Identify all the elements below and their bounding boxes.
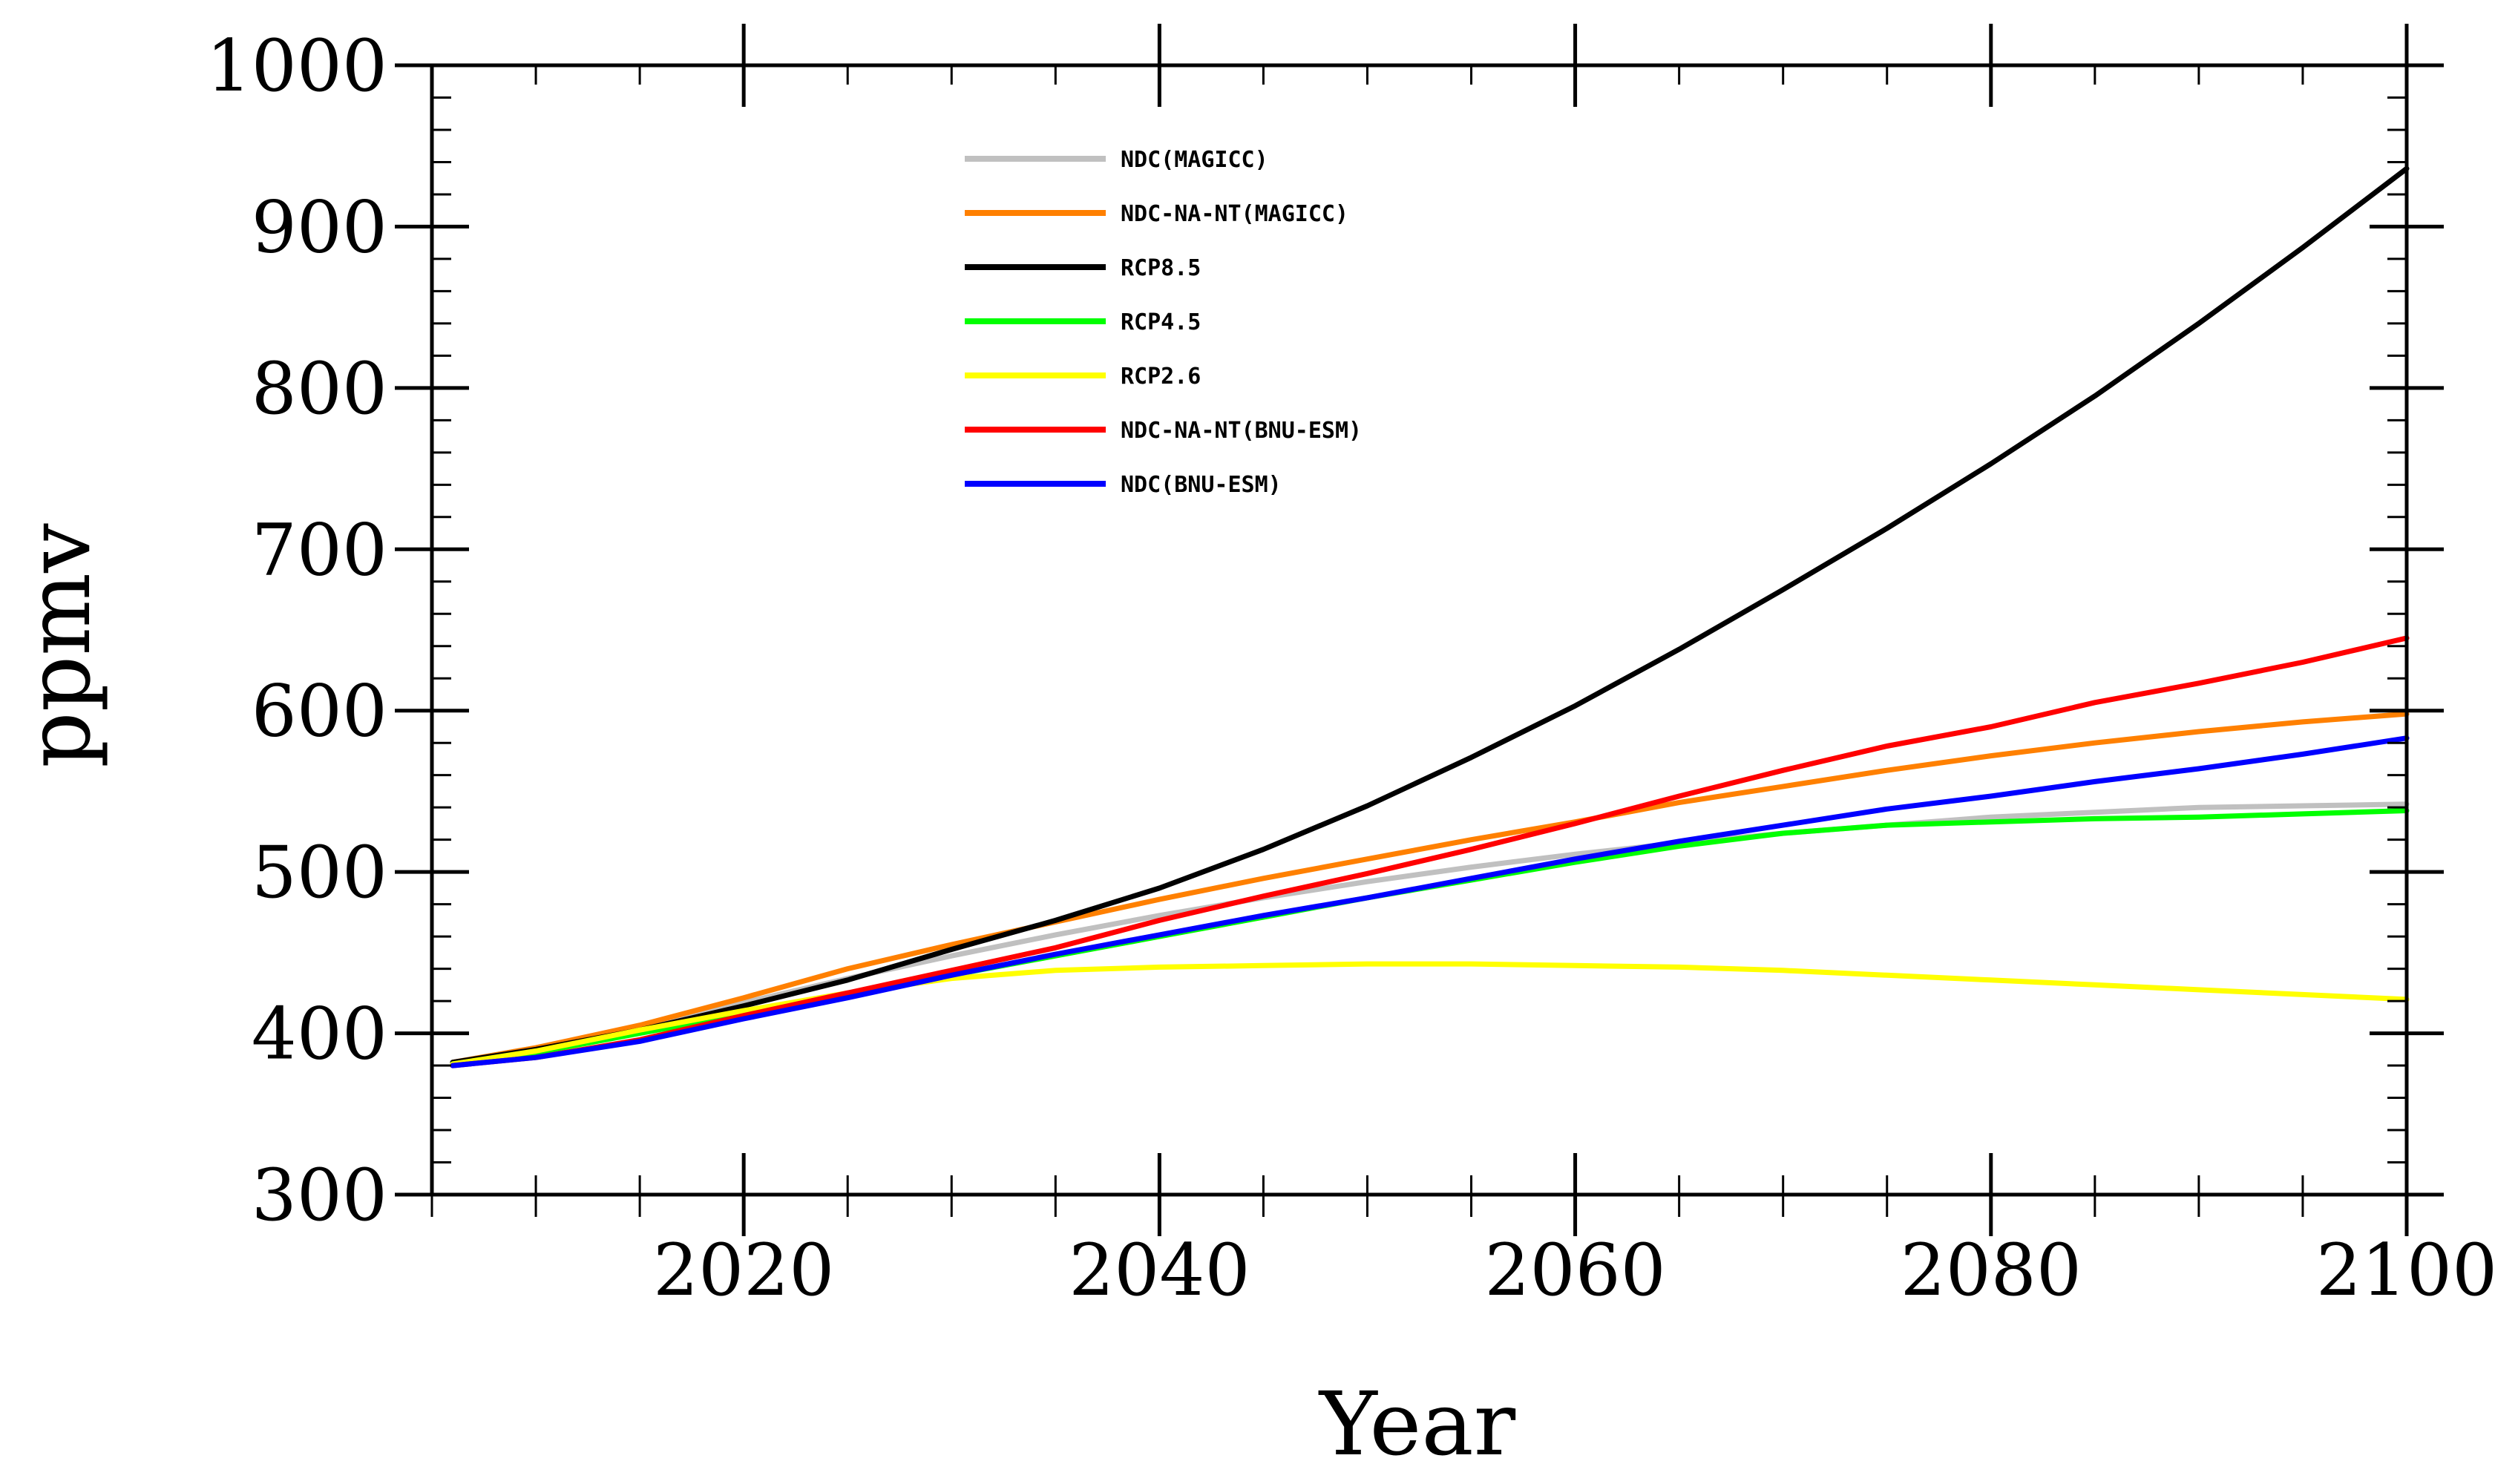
y-tick-label: 600 bbox=[252, 670, 387, 753]
x-tick-label: 2100 bbox=[2316, 1229, 2497, 1312]
x-tick-label: 2080 bbox=[1901, 1229, 2082, 1312]
series-line-1 bbox=[450, 801, 2410, 1066]
y-axis-title: ppmv bbox=[7, 523, 110, 768]
x-tick-label: 2060 bbox=[1484, 1229, 1665, 1312]
series-line-2 bbox=[450, 711, 2410, 1066]
y-tick-label: 900 bbox=[252, 186, 387, 269]
plot-frame bbox=[430, 63, 2409, 1197]
legend-label-5: RCP2.6 bbox=[1121, 364, 1201, 390]
y-tick-label: 800 bbox=[252, 347, 387, 430]
y-tick-label: 700 bbox=[252, 508, 387, 591]
legend-label-1: NDC(MAGICC) bbox=[1121, 147, 1268, 173]
series-line-7 bbox=[450, 735, 2410, 1068]
series-layer bbox=[450, 165, 2410, 1068]
legend-label-7: NDC(BNU-ESM) bbox=[1121, 472, 1282, 498]
legend-label-2: NDC-NA-NT(MAGICC) bbox=[1121, 201, 1348, 227]
plot-frame-group: 300 400 500 600 700 800 900 1000 2020 2040 2060 208… bbox=[206, 24, 2497, 1312]
x-tick-label: 2040 bbox=[1069, 1229, 1250, 1312]
legend-label-3: RCP8.5 bbox=[1121, 255, 1201, 281]
series-line-3 bbox=[450, 165, 2410, 1066]
legend-label-4: RCP4.5 bbox=[1121, 309, 1201, 335]
y-tick-label: 300 bbox=[252, 1154, 387, 1237]
series-line-5 bbox=[450, 961, 2410, 1067]
x-tick-label: 2020 bbox=[653, 1229, 834, 1312]
legend: NDC(MAGICC) NDC-NA-NT(MAGICC) RCP8.5 RCP4.5… bbox=[965, 147, 1362, 498]
x-axis-title: Year bbox=[1318, 1373, 1516, 1475]
y-tick-label: 1000 bbox=[206, 24, 387, 108]
y-tick-label: 500 bbox=[252, 831, 387, 914]
series-line-6 bbox=[450, 635, 2410, 1068]
legend-label-6: NDC-NA-NT(BNU-ESM) bbox=[1121, 418, 1362, 444]
y-tick-label: 400 bbox=[252, 993, 387, 1076]
